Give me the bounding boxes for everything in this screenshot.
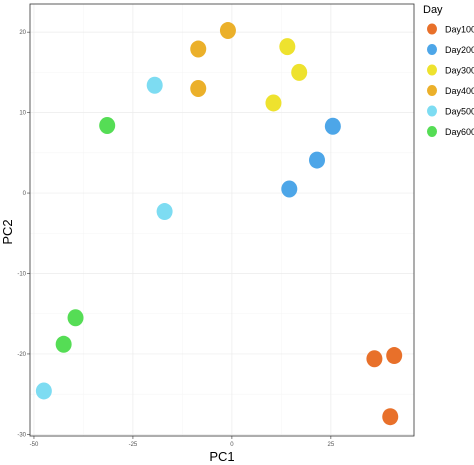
y-tick-label: -30 [17, 432, 26, 438]
data-point [291, 63, 308, 81]
data-point [309, 151, 326, 169]
data-point [190, 40, 207, 58]
data-point [366, 350, 383, 368]
data-point [219, 22, 236, 40]
data-point [265, 94, 282, 112]
y-tick-label: 20 [19, 30, 26, 36]
data-point [324, 117, 341, 135]
legend-entry: Day200 [427, 44, 474, 55]
x-tick-label: -50 [30, 442, 39, 448]
legend-key [427, 23, 437, 35]
data-point [99, 116, 116, 134]
legend-title: Day [423, 4, 443, 16]
data-point [146, 76, 163, 94]
legend-entry: Day100 [427, 23, 474, 35]
data-point [55, 335, 72, 353]
legend-key [427, 126, 437, 137]
legend-label: Day500 [445, 107, 474, 117]
data-point [279, 38, 296, 56]
data-points [35, 22, 403, 426]
y-tick-label: -10 [17, 271, 26, 277]
legend-label: Day300 [445, 66, 474, 76]
x-tick-label: 0 [230, 442, 234, 448]
y-tick-label: 10 [19, 111, 26, 117]
x-axis-title: PC1 [209, 449, 234, 464]
legend-key [427, 105, 437, 117]
x-tick-label: 25 [328, 442, 335, 448]
plot-panel-border [29, 3, 415, 437]
y-tick-label: 0 [23, 191, 27, 197]
legend: Day Day100 Day200 Day300 Day400 Day500 Day600 [423, 4, 474, 137]
y-axis-title: PC2 [0, 219, 15, 244]
legend-key [427, 64, 437, 76]
legend-entry: Day300 [427, 64, 474, 76]
data-point [190, 79, 207, 97]
data-point [35, 382, 52, 400]
legend-label: Day100 [445, 25, 474, 35]
data-point [156, 203, 173, 221]
legend-label: Day400 [445, 86, 474, 96]
legend-entry: Day500 [427, 105, 474, 117]
data-point [382, 408, 399, 426]
axis-ticks: -50 -25 0 25 -30 -20 -10 0 10 20 [17, 30, 335, 448]
legend-label: Day600 [445, 127, 474, 137]
legend-label: Day200 [445, 45, 474, 55]
y-tick-label: -20 [17, 352, 26, 358]
legend-entry: Day600 [427, 126, 474, 137]
data-point [67, 309, 84, 327]
legend-entry: Day400 [427, 85, 474, 96]
legend-key [427, 44, 437, 55]
legend-entries: Day100 Day200 Day300 Day400 Day500 Day600 [427, 23, 474, 137]
data-point [281, 180, 298, 198]
legend-key [427, 85, 437, 96]
data-point [386, 347, 403, 365]
x-tick-label: -25 [129, 442, 138, 448]
